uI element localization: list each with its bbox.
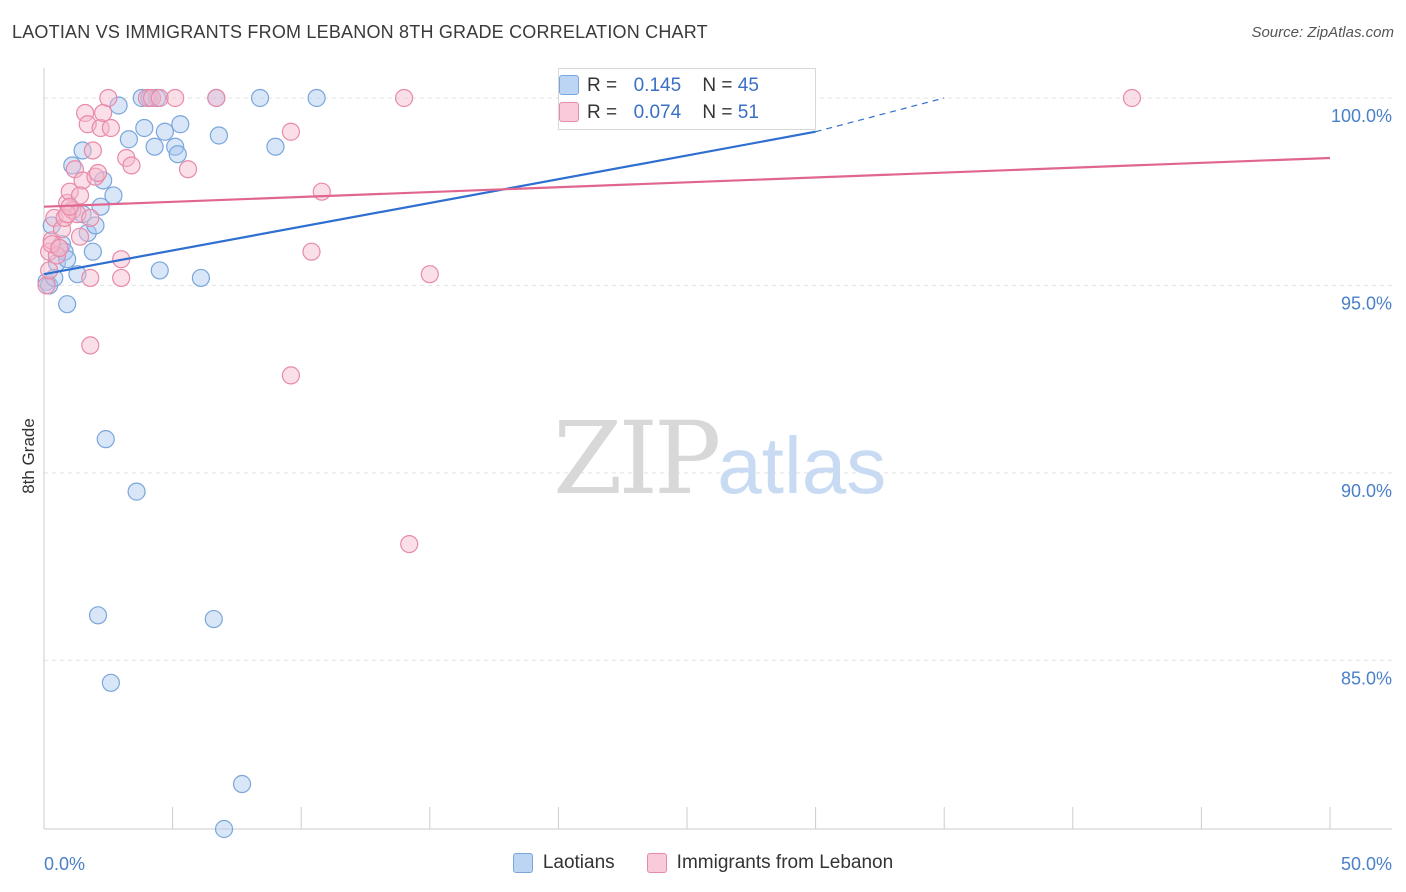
data-point-pink bbox=[83, 141, 102, 160]
legend-swatch-pink bbox=[646, 853, 667, 873]
data-point-blue bbox=[250, 88, 270, 108]
legend-item-lebanon: Immigrants from Lebanon bbox=[646, 852, 894, 874]
gridlines bbox=[44, 97, 1392, 661]
data-point-blue bbox=[171, 115, 190, 134]
n-value: 45 bbox=[737, 75, 759, 96]
n-label: N = bbox=[702, 102, 733, 123]
data-point-pink bbox=[122, 156, 141, 175]
data-point-pink bbox=[1122, 88, 1142, 108]
data-point-blue bbox=[168, 145, 187, 164]
data-point-pink bbox=[70, 186, 90, 205]
data-point-pink bbox=[178, 160, 198, 179]
source-label: Source: ZipAtlas.com bbox=[1251, 24, 1394, 41]
data-point-pink bbox=[40, 261, 59, 280]
y-tick-label: 90.0% bbox=[1341, 481, 1392, 501]
data-point-pink bbox=[400, 534, 419, 554]
data-point-pink bbox=[150, 88, 169, 108]
legend-label: Immigrants from Lebanon bbox=[676, 852, 894, 873]
data-point-pink bbox=[81, 336, 100, 355]
n-value: 51 bbox=[737, 102, 759, 123]
data-point-blue bbox=[88, 606, 108, 625]
data-point-pink bbox=[137, 88, 156, 108]
data-point-blue bbox=[73, 141, 92, 160]
y-tick-label: 85.0% bbox=[1341, 668, 1392, 688]
data-point-blue bbox=[135, 118, 154, 138]
data-point-blue bbox=[132, 88, 151, 108]
data-point-pink bbox=[281, 122, 301, 141]
legend-label: Laotians bbox=[542, 852, 615, 873]
data-point-pink bbox=[281, 366, 301, 385]
legend-swatch-pink bbox=[559, 102, 579, 122]
y-tick-label: 95.0% bbox=[1341, 293, 1392, 313]
data-point-blue bbox=[155, 122, 174, 141]
x-tick-label: 50.0% bbox=[1341, 854, 1392, 874]
data-point-pink bbox=[91, 118, 110, 138]
data-point-pink bbox=[88, 163, 108, 183]
watermark: ZIPatlas bbox=[553, 400, 886, 517]
y-tick-labels: 100.0% 95.0% 90.0% 85.0% bbox=[1331, 106, 1392, 688]
data-point-blue bbox=[83, 242, 102, 261]
data-point-pink bbox=[101, 118, 120, 138]
stats-row-lebanon: R = 0.074 N = 51 bbox=[559, 101, 759, 125]
r-value: 0.074 bbox=[633, 102, 682, 123]
legend-swatch-blue bbox=[559, 75, 579, 95]
data-point-pink bbox=[37, 276, 56, 295]
data-point-blue bbox=[127, 482, 146, 501]
r-value: 0.145 bbox=[633, 75, 682, 96]
data-point-pink bbox=[70, 227, 90, 246]
data-point-pink bbox=[76, 103, 95, 123]
legend-swatch-blue bbox=[512, 853, 533, 873]
trend-lines bbox=[43, 97, 1331, 276]
data-point-pink bbox=[166, 88, 185, 108]
trend-line-blue bbox=[43, 130, 816, 276]
data-point-blue bbox=[214, 819, 234, 839]
data-point-blue bbox=[204, 609, 223, 629]
data-point-blue bbox=[104, 186, 123, 205]
data-point-blue bbox=[266, 137, 285, 156]
x-tick-label: 0.0% bbox=[44, 854, 85, 874]
data-point-blue bbox=[109, 96, 128, 115]
data-point-blue bbox=[232, 774, 252, 794]
y-axis-title: 8th Grade bbox=[19, 418, 38, 494]
data-point-pink bbox=[112, 268, 131, 288]
data-point-blue bbox=[145, 137, 164, 156]
data-point-blue bbox=[209, 126, 228, 145]
r-label: R = bbox=[587, 75, 618, 96]
data-points bbox=[37, 88, 1142, 839]
watermark-atlas: atlas bbox=[717, 421, 887, 510]
trend-line-extension-blue bbox=[815, 97, 945, 133]
x-tick-labels: 0.0% 50.0% bbox=[44, 854, 1392, 874]
data-point-pink bbox=[81, 268, 100, 288]
data-point-pink bbox=[99, 88, 118, 108]
data-point-blue bbox=[119, 130, 138, 149]
chart-title: LAOTIAN VS IMMIGRANTS FROM LEBANON 8TH G… bbox=[12, 22, 708, 42]
axes bbox=[43, 68, 1392, 830]
data-point-blue bbox=[150, 261, 169, 280]
trend-line-pink bbox=[43, 156, 1331, 208]
stats-legend: R = 0.145 N = 45 R = 0.074 N = 51 bbox=[558, 68, 816, 130]
data-point-pink bbox=[207, 88, 226, 108]
data-point-pink bbox=[142, 88, 162, 108]
data-point-blue bbox=[96, 430, 115, 449]
data-point-blue bbox=[191, 268, 210, 288]
data-point-blue bbox=[101, 673, 120, 692]
series-legend: Laotians Immigrants from Lebanon bbox=[0, 852, 1406, 874]
data-point-pink bbox=[60, 182, 79, 201]
data-point-pink bbox=[394, 88, 414, 108]
data-point-pink bbox=[302, 242, 321, 261]
r-label: R = bbox=[587, 102, 618, 123]
data-point-blue bbox=[58, 295, 77, 314]
y-tick-label: 100.0% bbox=[1331, 106, 1392, 126]
data-point-pink bbox=[312, 182, 331, 201]
watermark-zip: ZIP bbox=[553, 400, 721, 517]
stats-row-laotians: R = 0.145 N = 45 bbox=[559, 74, 759, 98]
data-point-blue bbox=[307, 88, 326, 108]
data-point-pink bbox=[81, 208, 100, 228]
data-point-blue bbox=[91, 197, 110, 216]
data-point-pink bbox=[50, 238, 69, 258]
n-label: N = bbox=[702, 75, 733, 96]
data-point-pink bbox=[420, 265, 439, 284]
legend-item-laotians: Laotians bbox=[512, 852, 615, 874]
